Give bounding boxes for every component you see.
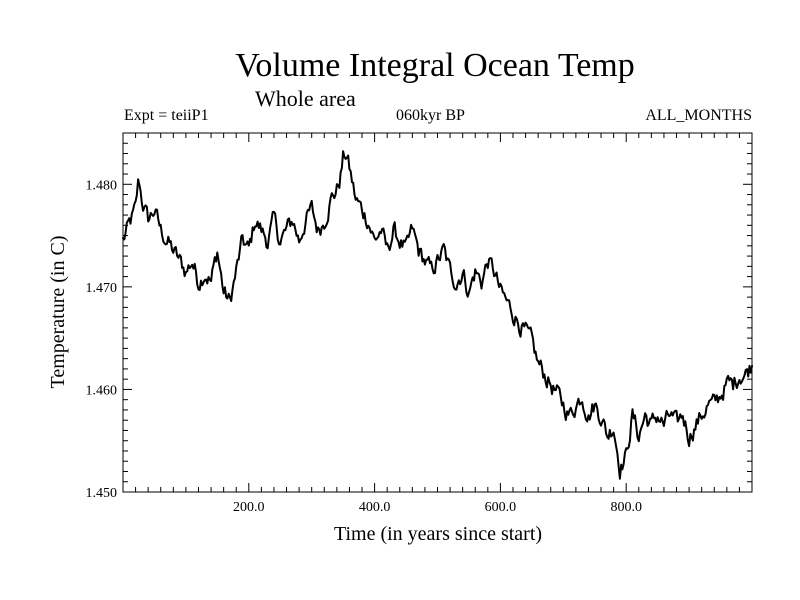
y-tick-label: 1.460 bbox=[86, 383, 118, 398]
period-label: 060kyr BP bbox=[396, 107, 465, 124]
x-tick-label: 600.0 bbox=[485, 500, 517, 515]
chart-title: Volume Integral Ocean Temp bbox=[235, 47, 635, 84]
x-tick-label: 200.0 bbox=[233, 500, 265, 515]
months-label: ALL_MONTHS bbox=[645, 107, 752, 124]
y-tick-label: 1.480 bbox=[86, 178, 118, 193]
ticks-layer bbox=[122, 132, 753, 493]
x-tick-label: 400.0 bbox=[359, 500, 391, 515]
experiment-label: Expt = teiiP1 bbox=[124, 107, 209, 124]
y-tick-label: 1.470 bbox=[86, 281, 118, 296]
tick-labels-layer: 200.0 400.0 600.0 800.0 1.450 1.460 1.470 1.480 bbox=[86, 178, 642, 515]
y-tick-label: 1.450 bbox=[86, 486, 118, 501]
plot-frame bbox=[122, 132, 753, 493]
x-tick-label: 800.0 bbox=[610, 500, 642, 515]
series-line bbox=[122, 150, 753, 480]
chart-subtitle: Whole area bbox=[255, 86, 356, 111]
x-axis-label: Time (in years since start) bbox=[333, 523, 543, 545]
y-axis-label: Temperature (in C) bbox=[47, 235, 69, 389]
